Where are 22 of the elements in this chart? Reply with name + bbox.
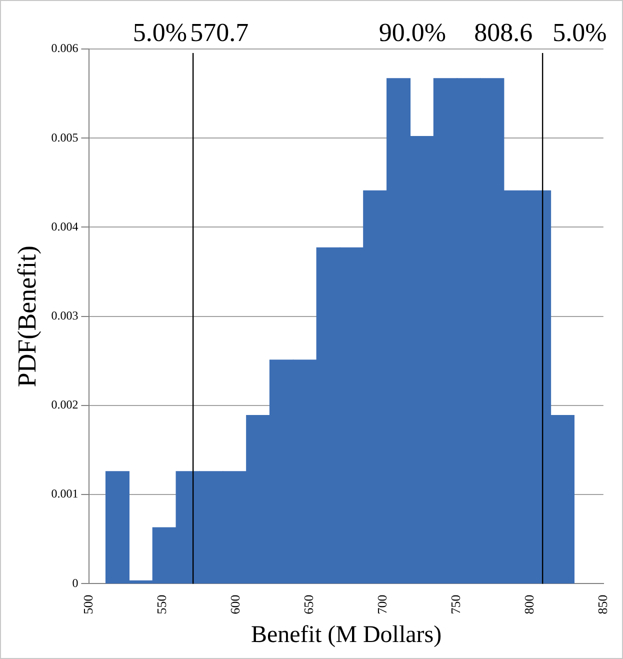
x-tick-label: 650 [300,594,316,614]
y-axis-title: PDF(Benefit) [12,246,42,388]
y-tick-label: 0.003 [51,308,78,323]
y-tick-label: 0 [72,576,78,590]
y-tick-label: 0.004 [51,219,78,234]
x-tick-label: 600 [228,594,243,614]
x-tick-label: 550 [154,594,170,614]
text: 90.0% [378,18,446,47]
text: 5.0% [552,18,607,47]
x-tick-label: 500 [80,594,96,614]
text: 5.0% [132,18,188,47]
x-tick-label: 800 [521,594,536,614]
x-axis-title: Benefit (M Dollars) [250,622,442,648]
x-tick-label: 700 [374,594,390,614]
ref-line-label: 570.7 [190,18,249,47]
x-tick-label: 850 [594,594,610,614]
y-tick-label: 0.005 [51,130,78,144]
x-tick-label: 750 [448,594,463,614]
ref-line-label: 808.6 [474,18,533,47]
y-tick-label: 0.001 [51,486,78,501]
y-tick-label: 0.006 [51,41,78,56]
y-tick-label: 0.002 [51,398,78,412]
